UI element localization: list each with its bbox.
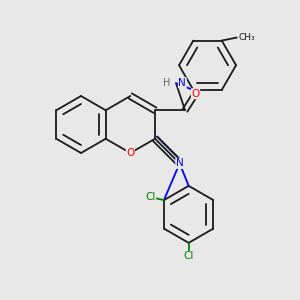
Text: Cl: Cl xyxy=(145,192,156,202)
Text: O: O xyxy=(126,148,134,158)
Text: Cl: Cl xyxy=(184,251,194,261)
Text: N: N xyxy=(176,158,184,168)
Text: N: N xyxy=(178,78,186,88)
Text: O: O xyxy=(191,89,200,99)
Text: CH₃: CH₃ xyxy=(238,33,255,42)
Text: H: H xyxy=(163,78,171,88)
